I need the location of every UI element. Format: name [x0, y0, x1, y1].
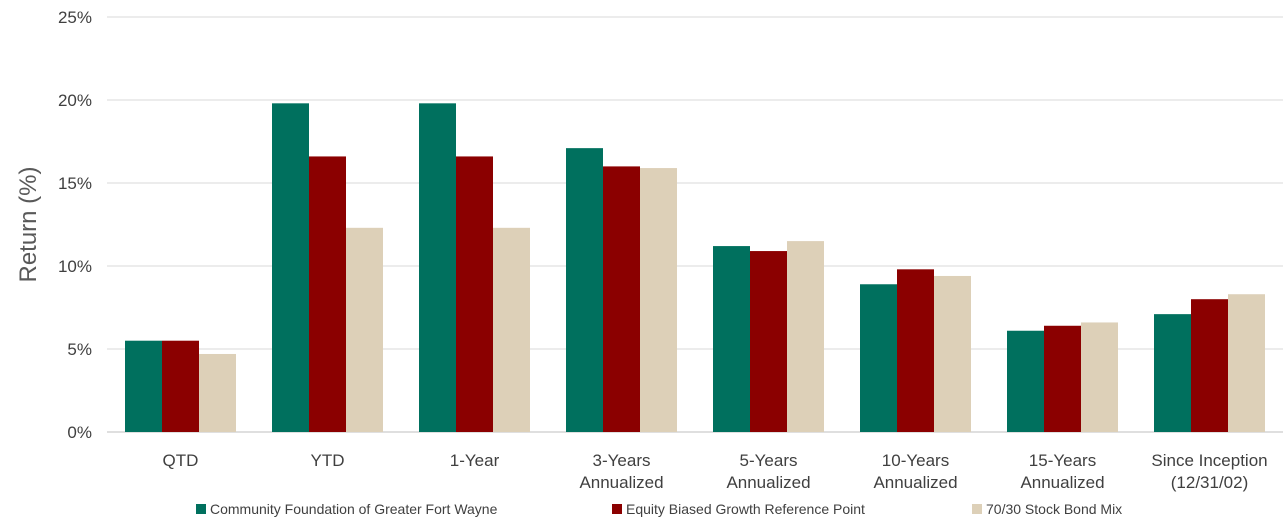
bar	[419, 103, 456, 432]
x-tick-label: (12/31/02)	[1171, 473, 1249, 492]
legend-swatch	[972, 504, 982, 514]
bar	[1007, 330, 1044, 432]
bar	[934, 275, 971, 432]
x-tick-label: Annualized	[1020, 473, 1104, 492]
x-tick-label: 15-Years	[1029, 451, 1096, 470]
x-tick-label: Annualized	[579, 473, 663, 492]
y-tick-label: 0%	[67, 423, 92, 442]
y-axis-label: Return (%)	[15, 166, 42, 282]
legend-label: Equity Biased Growth Reference Point	[626, 501, 865, 517]
legend-label: 70/30 Stock Bond Mix	[986, 501, 1122, 517]
y-tick-label: 10%	[58, 257, 92, 276]
y-tick-label: 15%	[58, 174, 92, 193]
x-tick-label: QTD	[163, 451, 199, 470]
bar	[787, 241, 824, 432]
x-tick-label: 1-Year	[450, 451, 500, 470]
bar	[1154, 314, 1191, 432]
bar	[1228, 294, 1265, 432]
y-tick-label: 20%	[58, 91, 92, 110]
legend: Community Foundation of Greater Fort Way…	[196, 501, 1122, 517]
x-tick-label: 5-Years	[740, 451, 798, 470]
legend-swatch	[196, 504, 206, 514]
axes: 0% 5% 10% 15% 20% 25% QTD YTD 1-Year 3-Years Annua…	[58, 8, 1268, 492]
legend-label: Community Foundation of Greater Fort Way…	[210, 501, 498, 517]
x-tick-label: Annualized	[726, 473, 810, 492]
bar	[1191, 299, 1228, 432]
bar	[640, 168, 677, 432]
x-tick-label: Since Inception	[1151, 451, 1267, 470]
bar	[162, 340, 199, 432]
bar	[456, 156, 493, 432]
bar	[125, 340, 162, 432]
bar	[493, 227, 530, 432]
x-tick-label: 3-Years	[593, 451, 651, 470]
bar	[346, 227, 383, 432]
x-tick-label: Annualized	[873, 473, 957, 492]
y-tick-label: 25%	[58, 8, 92, 27]
x-tick-label: YTD	[311, 451, 345, 470]
bar	[1044, 325, 1081, 432]
bar	[1081, 322, 1118, 432]
bar	[199, 353, 236, 432]
bar	[309, 156, 346, 432]
bar	[713, 246, 750, 432]
y-tick-label: 5%	[67, 340, 92, 359]
bars	[125, 103, 1265, 432]
bar	[603, 166, 640, 432]
bar	[566, 148, 603, 432]
bar	[897, 269, 934, 432]
bar	[860, 284, 897, 432]
x-tick-label: 10-Years	[882, 451, 949, 470]
legend-swatch	[612, 504, 622, 514]
bar	[272, 103, 309, 432]
bar	[750, 251, 787, 432]
